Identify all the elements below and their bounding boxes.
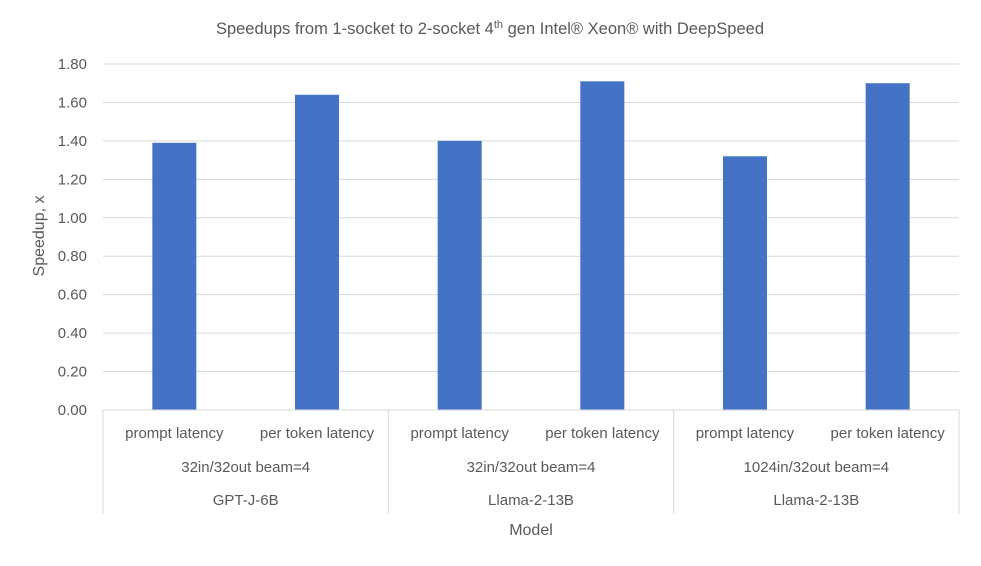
y-tick-label: 1.80 [58, 56, 87, 73]
x-axis-label: Model [509, 522, 553, 539]
bar [865, 83, 910, 410]
y-tick-label: 0.60 [58, 287, 87, 304]
group-label-level2: 32in/32out beam=4 [467, 459, 596, 476]
y-tick-label: 0.00 [58, 402, 87, 419]
y-tick-label: 0.80 [58, 248, 87, 265]
group-label-level2: 32in/32out beam=4 [181, 459, 310, 476]
y-tick-label: 1.60 [58, 94, 87, 111]
chart-title: Speedups from 1-socket to 2-socket 4th g… [216, 19, 764, 38]
bar [723, 156, 767, 410]
group-label-level3: GPT-J-6B [213, 492, 279, 509]
gridlines [103, 63, 959, 411]
y-tick-label: 1.40 [58, 133, 87, 150]
x-axis: prompt latency per token latency prompt la… [102, 409, 960, 514]
group-label-level3: Llama-2-13B [488, 492, 574, 509]
bar [580, 81, 625, 411]
y-tick-label: 1.20 [58, 171, 87, 188]
group-label-level3: Llama-2-13B [773, 492, 859, 509]
x-tick-label: per token latency [545, 425, 660, 442]
y-tick-labels: 0.00 0.20 0.40 0.60 0.80 1.00 1.20 1.40 1.60 1.80 [58, 56, 87, 419]
bar [437, 140, 482, 410]
bars [152, 81, 910, 411]
x-tick-label: per token latency [831, 425, 946, 442]
group-label-level2: 1024in/32out beam=4 [744, 459, 890, 476]
x-tick-label: prompt latency [125, 425, 224, 442]
x-tick-label: prompt latency [696, 425, 795, 442]
bar [152, 142, 197, 411]
y-tick-label: 0.40 [58, 325, 87, 342]
y-tick-label: 1.00 [58, 210, 87, 227]
y-axis-label: Speedup, x [31, 196, 48, 277]
y-tick-label: 0.20 [58, 364, 87, 381]
x-tick-label: per token latency [260, 425, 375, 442]
x-tick-label: prompt latency [410, 425, 509, 442]
bar [295, 94, 339, 410]
